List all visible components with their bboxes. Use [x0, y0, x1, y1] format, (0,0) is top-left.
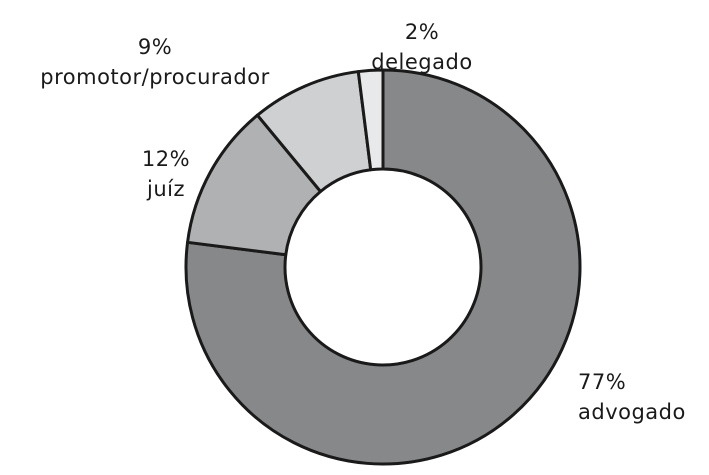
category-label: promotor/procurador	[40, 65, 269, 89]
value-label: 9%	[138, 35, 172, 59]
donut-slice	[184, 68, 582, 466]
category-label: delegado	[371, 50, 472, 74]
value-label: 12%	[142, 147, 190, 171]
category-label: juíz	[146, 177, 185, 201]
value-label: 2%	[405, 20, 439, 44]
donut-slice	[356, 68, 385, 172]
value-label: 77%	[578, 370, 626, 394]
category-label: advogado	[578, 400, 686, 424]
